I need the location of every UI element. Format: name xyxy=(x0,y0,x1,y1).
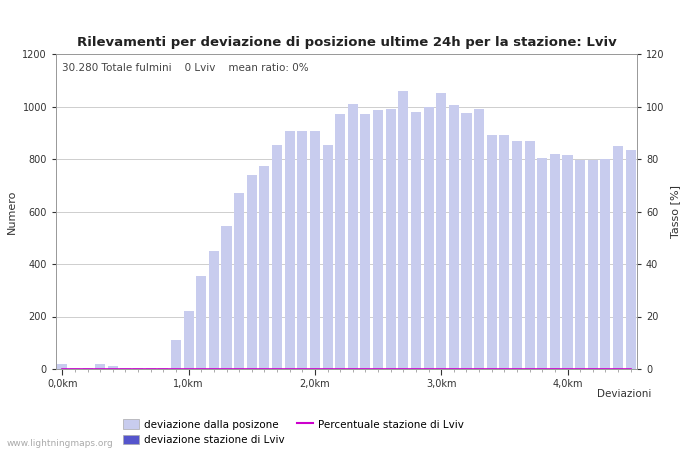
Bar xyxy=(323,144,332,369)
Bar xyxy=(436,94,447,369)
Bar xyxy=(386,109,396,369)
Bar xyxy=(550,154,560,369)
Bar xyxy=(246,175,257,369)
Bar xyxy=(108,366,118,369)
Bar xyxy=(461,113,472,369)
Bar xyxy=(196,276,206,369)
Bar xyxy=(95,364,105,369)
Bar xyxy=(373,110,383,369)
Bar xyxy=(512,140,522,369)
Y-axis label: Tasso [%]: Tasso [%] xyxy=(670,185,680,238)
Bar xyxy=(272,144,282,369)
Bar xyxy=(146,368,156,369)
Legend: deviazione dalla posizone, deviazione stazione di Lviv, Percentuale stazione di : deviazione dalla posizone, deviazione st… xyxy=(119,415,468,449)
Bar xyxy=(83,368,92,369)
Y-axis label: Numero: Numero xyxy=(7,189,17,234)
Bar xyxy=(57,364,67,369)
Bar xyxy=(474,109,484,369)
Bar xyxy=(70,368,80,369)
Bar xyxy=(486,135,497,369)
Bar xyxy=(310,131,320,369)
Bar xyxy=(298,131,307,369)
Bar xyxy=(209,251,219,369)
Bar xyxy=(398,91,408,369)
Bar xyxy=(221,226,232,369)
Bar xyxy=(285,131,295,369)
Bar xyxy=(626,150,636,369)
Text: www.lightningmaps.org: www.lightningmaps.org xyxy=(7,439,113,448)
Bar xyxy=(133,368,143,369)
Bar xyxy=(601,159,610,369)
Bar xyxy=(120,368,130,369)
Bar xyxy=(563,155,573,369)
Text: Deviazioni: Deviazioni xyxy=(596,389,651,399)
Bar xyxy=(171,340,181,369)
Bar xyxy=(575,160,585,369)
Bar xyxy=(158,368,169,369)
Bar xyxy=(524,140,535,369)
Bar xyxy=(537,158,547,369)
Bar xyxy=(234,193,244,369)
Bar xyxy=(183,311,194,369)
Bar xyxy=(360,114,370,369)
Text: 30.280 Totale fulmini    0 Lviv    mean ratio: 0%: 30.280 Totale fulmini 0 Lviv mean ratio:… xyxy=(62,63,309,73)
Title: Rilevamenti per deviazione di posizione ultime 24h per la stazione: Lviv: Rilevamenti per deviazione di posizione … xyxy=(76,36,617,49)
Bar xyxy=(348,104,358,369)
Bar xyxy=(613,146,623,369)
Bar xyxy=(411,112,421,369)
Bar xyxy=(260,166,270,369)
Bar xyxy=(335,114,345,369)
Bar xyxy=(449,105,459,369)
Bar xyxy=(424,107,433,369)
Bar xyxy=(499,135,510,369)
Bar xyxy=(588,160,598,369)
